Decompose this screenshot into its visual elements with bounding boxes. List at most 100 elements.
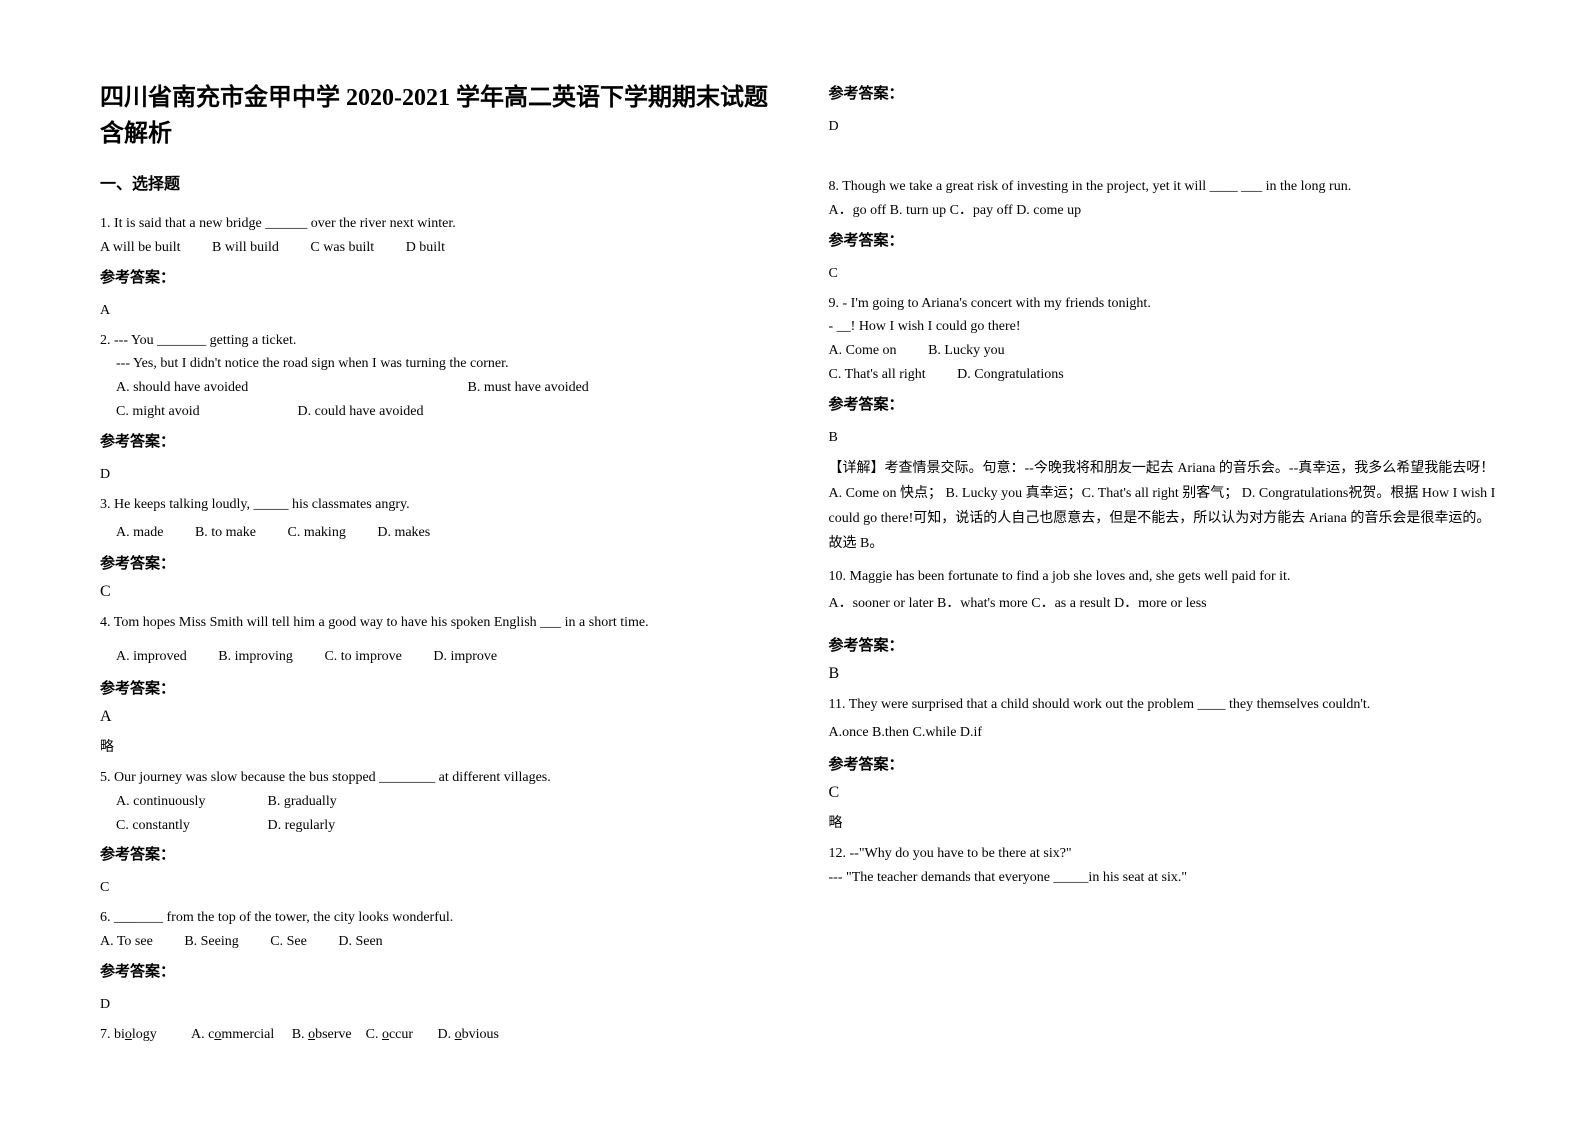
question-6: 6. _______ from the top of the tower, th… xyxy=(100,906,769,954)
q5-opt-b: B. gradually xyxy=(268,790,337,814)
q7-answer-label: 参考答案： xyxy=(829,82,1498,103)
q11-note: 略 xyxy=(829,812,1498,832)
q7a-post: mmercial xyxy=(221,1027,274,1042)
q1-answer-label: 参考答案： xyxy=(100,266,769,287)
q3-options: A. made B. to make C. making D. makes xyxy=(100,521,769,545)
q2-opt-c: C. might avoid xyxy=(116,400,266,424)
question-12: 12. --"Why do you have to be there at si… xyxy=(829,842,1498,890)
q1-answer: A xyxy=(100,303,769,319)
q7d-pre: D. xyxy=(438,1027,455,1042)
q8-answer-label: 参考答案： xyxy=(829,229,1498,250)
q9-options-2: C. That's all right D. Congratulations xyxy=(829,363,1498,387)
q7-u: o xyxy=(125,1027,132,1042)
q3-answer: C xyxy=(100,583,769,601)
q7-pre: 7. bi xyxy=(100,1027,125,1042)
q5-opt-d: D. regularly xyxy=(268,814,336,838)
q7b-u: o xyxy=(308,1027,315,1042)
q1-opt-b: B will build xyxy=(212,236,279,260)
q2-answer-label: 参考答案： xyxy=(100,430,769,451)
q7d-u: o xyxy=(455,1027,462,1042)
question-7: 7. biology A. commercial B. observe C. o… xyxy=(100,1023,769,1047)
q7b-post: bserve xyxy=(315,1027,352,1042)
q3-opt-b: B. to make xyxy=(195,521,256,545)
question-10: 10. Maggie has been fortunate to find a … xyxy=(829,565,1498,617)
q9-options: A. Come on B. Lucky you xyxy=(829,339,1498,363)
q7-post: logy xyxy=(132,1027,157,1042)
q2-options-2: C. might avoid D. could have avoided xyxy=(100,400,769,424)
q4-note: 略 xyxy=(100,736,769,756)
q2-opt-a: A. should have avoided xyxy=(116,376,436,400)
q9-answer-label: 参考答案： xyxy=(829,393,1498,414)
question-8: 8. Though we take a great risk of invest… xyxy=(829,175,1498,223)
q7b-pre: B. xyxy=(292,1027,308,1042)
q4-options: A. improved B. improving C. to improve D… xyxy=(100,645,769,669)
question-5: 5. Our journey was slow because the bus … xyxy=(100,766,769,837)
q11-text: 11. They were surprised that a child sho… xyxy=(829,693,1498,717)
q6-opt-b: B. Seeing xyxy=(184,930,238,954)
q11-options: A.once B.then C.while D.if xyxy=(829,721,1498,745)
question-1: 1. It is said that a new bridge ______ o… xyxy=(100,212,769,260)
q9-answer: B xyxy=(829,430,1498,446)
q7a-pre: A. c xyxy=(191,1027,214,1042)
q11-answer: C xyxy=(829,784,1498,802)
q2-line1: 2. --- You _______ getting a ticket. xyxy=(100,329,769,353)
q12-line2: --- "The teacher demands that everyone _… xyxy=(829,866,1498,890)
q7d-post: bvious xyxy=(462,1027,499,1042)
right-column: 参考答案： D 8. Though we take a great risk o… xyxy=(829,80,1498,1053)
q10-answer: B xyxy=(829,665,1498,683)
question-2: 2. --- You _______ getting a ticket. ---… xyxy=(100,329,769,424)
q4-opt-d: D. improve xyxy=(433,645,497,669)
q8-options: A．go off B. turn up C．pay off D. come up xyxy=(829,199,1498,223)
q9-explanation: 【详解】考查情景交际。句意：--今晚我将和朋友一起去 Ariana 的音乐会。-… xyxy=(829,456,1498,557)
q9-line2: - __! How I wish I could go there! xyxy=(829,315,1498,339)
q10-options: A．sooner or later B．what's more C．as a r… xyxy=(829,592,1498,616)
q11-answer-label: 参考答案： xyxy=(829,753,1498,774)
q7c-post: ccur xyxy=(389,1027,413,1042)
q7c-pre: C. xyxy=(366,1027,382,1042)
question-3: 3. He keeps talking loudly, _____ his cl… xyxy=(100,493,769,545)
q5-text: 5. Our journey was slow because the bus … xyxy=(100,766,769,790)
q8-answer: C xyxy=(829,266,1498,282)
q6-opt-d: D. Seen xyxy=(338,930,382,954)
q7c-u: o xyxy=(382,1027,389,1042)
q1-opt-c: C was built xyxy=(310,236,374,260)
q9-opt-d: D. Congratulations xyxy=(957,363,1064,387)
q5-opt-c: C. constantly xyxy=(116,814,236,838)
q4-opt-a: A. improved xyxy=(116,645,187,669)
document-title: 四川省南充市金甲中学 2020-2021 学年高二英语下学期期末试题含解析 xyxy=(100,80,769,152)
question-9: 9. - I'm going to Ariana's concert with … xyxy=(829,292,1498,387)
section-header: 一、选择题 xyxy=(100,170,769,194)
q9-opt-c: C. That's all right xyxy=(829,363,926,387)
q5-options: A. continuously B. gradually xyxy=(100,790,769,814)
q2-opt-b: B. must have avoided xyxy=(468,376,589,400)
left-column: 四川省南充市金甲中学 2020-2021 学年高二英语下学期期末试题含解析 一、… xyxy=(100,80,769,1053)
q3-opt-d: D. makes xyxy=(377,521,430,545)
q5-answer: C xyxy=(100,880,769,896)
q2-options: A. should have avoided B. must have avoi… xyxy=(100,376,769,400)
q4-text: 4. Tom hopes Miss Smith will tell him a … xyxy=(100,611,769,635)
q10-answer-label: 参考答案： xyxy=(829,634,1498,655)
q3-answer-label: 参考答案： xyxy=(100,552,769,573)
q4-opt-c: C. to improve xyxy=(324,645,401,669)
q7-answer: D xyxy=(829,119,1498,135)
q2-opt-d: D. could have avoided xyxy=(298,400,424,424)
question-4: 4. Tom hopes Miss Smith will tell him a … xyxy=(100,611,769,669)
q3-text: 3. He keeps talking loudly, _____ his cl… xyxy=(100,493,769,517)
q2-answer: D xyxy=(100,467,769,483)
q6-opt-c: C. See xyxy=(270,930,307,954)
q5-opt-a: A. continuously xyxy=(116,790,236,814)
q6-opt-a: A. To see xyxy=(100,930,153,954)
q4-answer-label: 参考答案： xyxy=(100,677,769,698)
q4-answer: A xyxy=(100,708,769,726)
q1-opt-a: A will be built xyxy=(100,236,181,260)
q9-opt-a: A. Come on xyxy=(829,339,897,363)
q12-line1: 12. --"Why do you have to be there at si… xyxy=(829,842,1498,866)
q3-opt-c: C. making xyxy=(287,521,345,545)
q1-opt-d: D built xyxy=(406,236,445,260)
q6-answer: D xyxy=(100,997,769,1013)
q1-options: A will be built B will build C was built… xyxy=(100,236,769,260)
q10-text: 10. Maggie has been fortunate to find a … xyxy=(829,565,1498,589)
q6-options: A. To see B. Seeing C. See D. Seen xyxy=(100,930,769,954)
q9-line1: 9. - I'm going to Ariana's concert with … xyxy=(829,292,1498,316)
q1-text: 1. It is said that a new bridge ______ o… xyxy=(100,212,769,236)
